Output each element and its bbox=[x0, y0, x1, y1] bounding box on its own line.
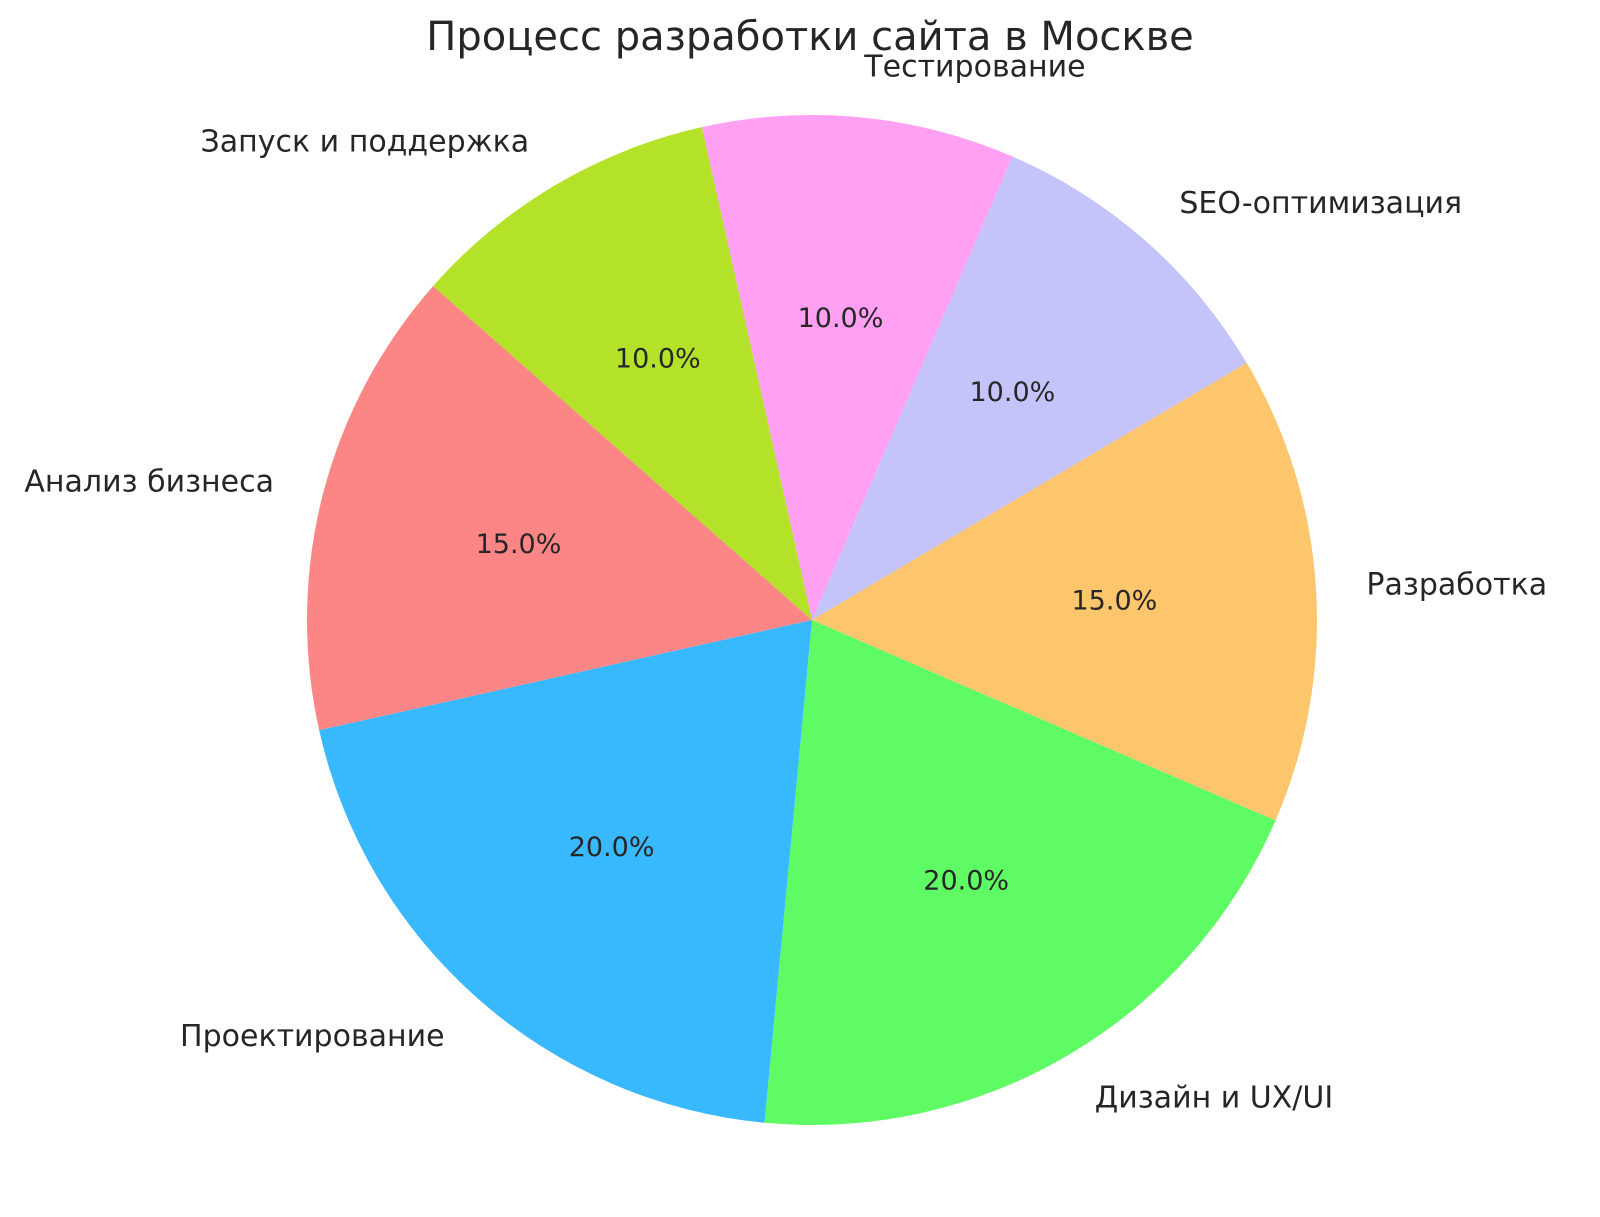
pie-slice-1 bbox=[701, 114, 1013, 620]
slice-percent-1: 10.0% bbox=[798, 303, 884, 334]
slice-percent-3: 15.0% bbox=[1072, 586, 1158, 617]
slice-label-3: Разработка bbox=[1366, 568, 1547, 603]
pie-slice-7 bbox=[433, 127, 812, 620]
slice-label-5: Проектирование bbox=[180, 1019, 445, 1054]
slice-label-7: Запуск и поддержка bbox=[201, 124, 530, 159]
pie-slice-4 bbox=[764, 620, 1276, 1126]
pie-slice-3 bbox=[812, 362, 1318, 821]
slice-percent-6: 15.0% bbox=[476, 529, 562, 560]
chart-title: Процесс разработки сайта в Москве bbox=[426, 14, 1194, 60]
slice-label-2: SEO-оптимизация bbox=[1179, 186, 1462, 221]
slice-label-1: Тестирование bbox=[863, 50, 1085, 85]
pie-slice-2 bbox=[812, 156, 1247, 620]
pie-slice-5 bbox=[319, 620, 812, 1123]
slice-percent-7: 10.0% bbox=[615, 344, 701, 375]
pie-slice-6 bbox=[306, 286, 812, 731]
slice-percent-5: 20.0% bbox=[569, 832, 655, 863]
slice-percent-4: 20.0% bbox=[923, 865, 1009, 896]
slice-percent-2: 10.0% bbox=[970, 377, 1056, 408]
slice-label-4: Дизайн и UX/UI bbox=[1095, 1081, 1333, 1116]
slice-label-6: Анализ бизнеса bbox=[24, 464, 274, 499]
